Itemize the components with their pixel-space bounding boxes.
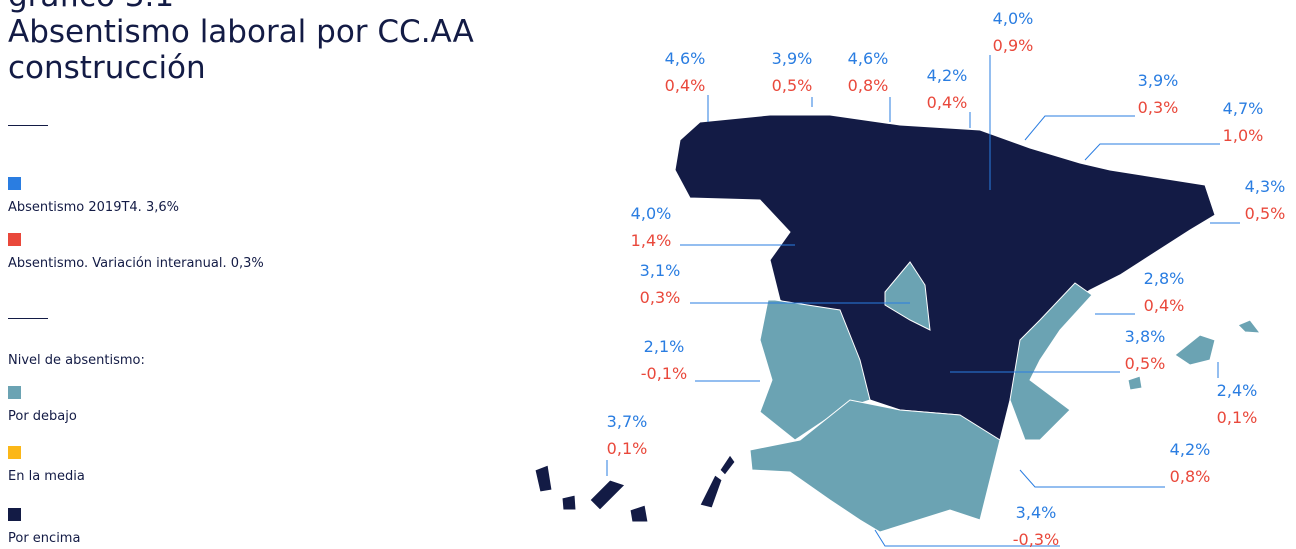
absentismo-label: 2,1% [644, 337, 685, 356]
region [1009, 282, 1093, 441]
variacion-label: 0,4% [665, 76, 706, 95]
absentismo-label: 2,4% [1217, 381, 1258, 400]
region [1127, 375, 1143, 391]
title: gráfico 3.1 Absentismo laboral por CC.AA… [8, 0, 474, 86]
legend-swatch [8, 233, 21, 246]
variacion-label: -0,1% [641, 364, 687, 383]
legend-label: Por debajo [8, 409, 77, 424]
region [1237, 319, 1262, 334]
absentismo-label: 4,3% [1245, 177, 1286, 196]
absentismo-label: 4,0% [631, 204, 672, 223]
variacion-label: 0,9% [993, 36, 1034, 55]
legend-swatch [8, 386, 21, 399]
region [674, 114, 1216, 441]
legend-label: Por encima [8, 531, 81, 546]
absentismo-label: 3,1% [640, 261, 681, 280]
variacion-label: -0,3% [1013, 530, 1059, 549]
variacion-label: 0,4% [1144, 296, 1185, 315]
variacion-label: 0,3% [1138, 98, 1179, 117]
region [534, 464, 553, 493]
legend-label: Absentismo. Variación interanual. 0,3% [8, 256, 264, 271]
absentismo-label: 4,2% [927, 66, 968, 85]
absentismo-label: 3,4% [1016, 503, 1057, 522]
legend-swatch [8, 177, 21, 190]
variacion-label: 0,8% [1170, 467, 1211, 486]
variacion-label: 0,5% [1125, 354, 1166, 373]
leader-lines [606, 55, 1240, 547]
absentismo-label: 4,6% [848, 49, 889, 68]
leader-line [1024, 115, 1135, 141]
title-line: gráfico 3.1 [8, 0, 474, 14]
region [719, 454, 736, 476]
absentismo-label: 2,8% [1144, 269, 1185, 288]
region [589, 479, 626, 511]
absentismo-label: 4,6% [665, 49, 706, 68]
variacion-label: 0,3% [640, 288, 681, 307]
region [1174, 334, 1216, 366]
region [629, 504, 649, 523]
legend-title: Nivel de absentismo: [8, 353, 145, 368]
legend-swatch [8, 508, 21, 521]
legend-label: En la media [8, 469, 85, 484]
variacion-label: 0,5% [1245, 204, 1286, 223]
leader-line [874, 529, 1060, 547]
title-line: construcción [8, 50, 206, 86]
variacion-label: 0,8% [848, 76, 889, 95]
variacion-label: 0,1% [607, 439, 648, 458]
absentismo-label: 3,7% [607, 412, 648, 431]
absentismo-label: 4,0% [993, 9, 1034, 28]
variacion-label: 0,4% [927, 93, 968, 112]
region [699, 474, 723, 509]
region [884, 261, 931, 331]
labels: 4,6% 0,4% 3,9% 0,5% 4,6% 0,8% 4,2% 0,4% 4,0% 0,9%… [607, 9, 1286, 549]
divider [8, 125, 48, 126]
variacion-label: 0,5% [772, 76, 813, 95]
absentismo-label: 4,2% [1170, 440, 1211, 459]
region [759, 299, 871, 441]
variacion-label: 1,0% [1223, 126, 1264, 145]
region [749, 399, 1001, 533]
region [561, 494, 577, 511]
absentismo-label: 4,7% [1223, 99, 1264, 118]
absentismo-label: 3,8% [1125, 327, 1166, 346]
absentismo-label: 3,9% [772, 49, 813, 68]
leader-line [1084, 143, 1220, 161]
variacion-label: 0,1% [1217, 408, 1258, 427]
divider [8, 318, 48, 319]
variacion-label: 1,4% [631, 231, 672, 250]
legend-swatch [8, 446, 21, 459]
regions [534, 114, 1262, 533]
title-line: Absentismo laboral por CC.AA [8, 14, 474, 50]
absentismo-label: 3,9% [1138, 71, 1179, 90]
leader-line [1019, 469, 1165, 488]
legend-label: Absentismo 2019T4. 3,6% [8, 200, 179, 215]
